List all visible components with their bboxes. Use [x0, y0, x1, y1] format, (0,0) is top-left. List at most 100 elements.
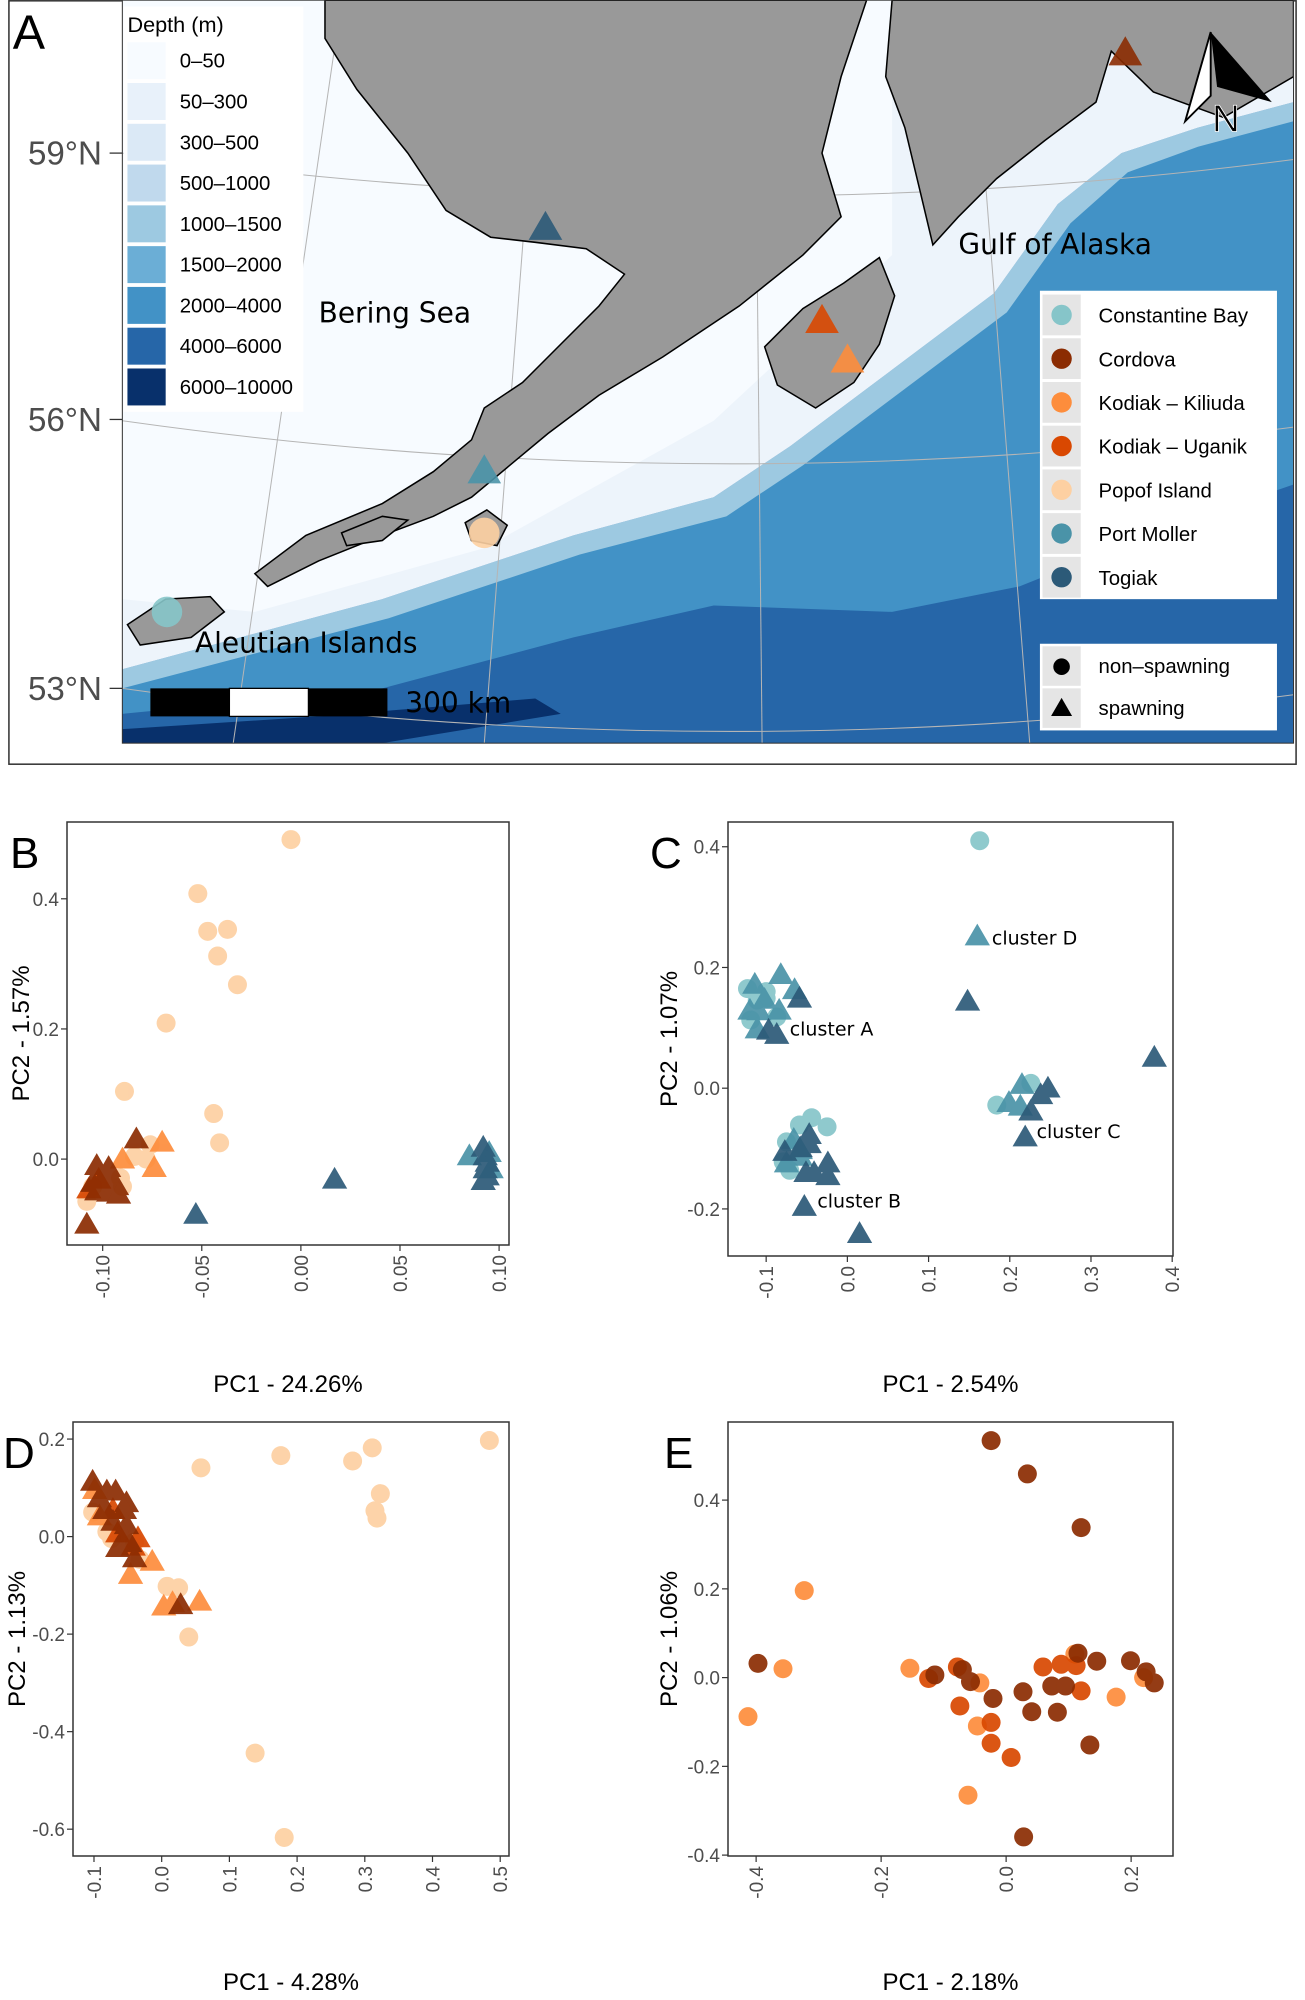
population-legend-label: Port Moller — [1099, 524, 1198, 546]
lat-label: 53°N — [28, 671, 102, 708]
depth-legend: Depth (m) 0–50 50–300 300–500 500–1000 1000–… — [123, 6, 304, 412]
cluster-label: cluster B — [817, 1190, 901, 1212]
y-axis-title: PC2 - 1.06% — [656, 1571, 683, 1707]
data-point-kodiak-kiliuda — [794, 1581, 814, 1601]
data-point-cordova — [981, 1431, 1001, 1451]
data-point-constantine-bay — [817, 1117, 837, 1137]
x-tick-label: 0.0 — [997, 1866, 1018, 1892]
data-point-cordova — [74, 1211, 100, 1234]
shape-legend: non–spawning spawning — [1039, 643, 1277, 731]
legend-triangle-icon — [1051, 697, 1073, 717]
x-tick-label: 0.2 — [1001, 1266, 1022, 1292]
map: A 59°N 56°N 53°N 165°W 160°W 155°W 150°W… — [8, 0, 1297, 765]
data-point-cordova — [1013, 1682, 1033, 1702]
data-point-cordova — [1017, 1464, 1037, 1484]
y-tick-label: 0.0 — [694, 1669, 720, 1690]
data-point-popof-island — [208, 946, 228, 966]
x-tick-label: 0.1 — [920, 1266, 941, 1292]
x-tick-label: 0.10 — [490, 1255, 511, 1292]
cluster-label: cluster C — [1037, 1121, 1121, 1143]
legend-togiak-circle-icon — [1051, 567, 1072, 588]
data-point-cordova — [1022, 1702, 1042, 1722]
data-point-togiak — [1141, 1044, 1167, 1067]
data-point-port-moller — [742, 971, 768, 994]
data-point-popof-island — [370, 1484, 390, 1504]
depth-swatch — [127, 83, 166, 120]
data-point-kodiak-uganik — [981, 1712, 1001, 1732]
data-point-popof-island — [367, 1508, 387, 1528]
depth-legend-label: 1500–2000 — [180, 255, 282, 277]
data-point-togiak — [470, 1168, 496, 1190]
data-point-cordova — [113, 1512, 140, 1535]
data-point-popof-island — [204, 1104, 224, 1124]
data-point-togiak — [954, 988, 981, 1011]
x-tick-label: 0.0 — [153, 1866, 174, 1892]
north-arrow-icon: N — [1183, 31, 1272, 141]
data-point-popof-island — [156, 1013, 176, 1033]
data-point-popof-island — [343, 1451, 363, 1471]
data-point-cordova — [983, 1688, 1003, 1708]
panel-label-a: A — [13, 6, 46, 60]
data-point-port-moller — [768, 962, 794, 985]
data-point-kodiak-uganik — [950, 1696, 970, 1716]
series-kodiak-kiliuda — [109, 1129, 175, 1177]
data-point-kodiak-kiliuda — [738, 1707, 758, 1727]
data-point-popof-island — [218, 919, 238, 939]
plot-area — [66, 821, 510, 1246]
lon-ticks: 165°W 160°W 155°W 150°W — [183, 764, 1080, 765]
scale-bar-label: 300 km — [405, 687, 511, 720]
data-point-port-moller — [456, 1143, 483, 1166]
lat-ticks: 59°N 56°N 53°N — [28, 136, 123, 708]
x-tick-label: 0.2 — [1122, 1866, 1143, 1892]
cluster-label: cluster A — [790, 1018, 874, 1040]
x-tick-label: -0.1 — [85, 1866, 106, 1899]
y-tick-label: 0.2 — [694, 1580, 720, 1601]
data-point-cordova — [1071, 1518, 1091, 1538]
depth-swatch — [127, 42, 166, 80]
depth-swatch — [127, 164, 166, 202]
y-tick-label: 0.0 — [694, 1079, 720, 1100]
data-point-cordova — [1056, 1676, 1075, 1696]
panel-label-e: E — [664, 1429, 693, 1478]
y-tick-label: -0.2 — [687, 1757, 720, 1778]
depth-legend-label: 2000–4000 — [180, 295, 282, 317]
data-point-cordova — [79, 1468, 106, 1491]
data-point-port-moller — [773, 1150, 800, 1173]
data-point-kodiak-kiliuda — [1106, 1687, 1126, 1707]
x-tick-label: -0.2 — [872, 1866, 893, 1899]
data-point-cordova — [111, 1497, 138, 1520]
y-tick-label: 0.2 — [39, 1430, 65, 1451]
depth-swatch — [127, 286, 166, 324]
pca-panel-e: E -0.4 -0.2 0.0 0.2 -0.4 -0.2 0.0 0.2 0.4 PC1 - 2.… — [656, 1421, 1174, 1996]
data-point-constantine-bay — [970, 831, 990, 851]
region-label-aleutian-islands: Aleutian Islands — [195, 627, 417, 660]
data-point-kodiak-kiliuda — [958, 1785, 978, 1805]
data-point-port-moller — [746, 998, 772, 1021]
legend-popof-island-circle-icon — [1051, 479, 1072, 501]
map-site-popof-island-circle-icon — [468, 517, 500, 549]
data-point-cordova — [961, 1672, 980, 1692]
legend-kodiak-kiliuda-circle-icon — [1051, 392, 1072, 413]
y-tick-label: 0.2 — [694, 958, 720, 979]
region-label-bering-sea: Bering Sea — [319, 297, 471, 330]
pca-panel-c: C -0.1 0.0 0.1 0.2 0.3 0.4 -0.2 0.0 0.2 0.4 PC1 - 2… — [650, 821, 1184, 1398]
x-tick-label: 0.2 — [288, 1866, 309, 1892]
series-popof-island — [77, 830, 301, 1211]
data-point-port-moller — [1009, 1072, 1035, 1094]
data-point-cordova — [748, 1653, 768, 1673]
depth-swatch — [127, 246, 166, 284]
y-tick-label: -0.2 — [32, 1625, 65, 1646]
data-point-togiak — [786, 985, 813, 1008]
data-point-popof-island — [479, 1431, 499, 1451]
data-point-kodiak-uganik — [1051, 1654, 1071, 1674]
data-point-cordova — [1047, 1702, 1067, 1722]
data-point-cordova — [93, 1160, 120, 1183]
x-tick-label: -0.4 — [747, 1866, 768, 1899]
series-cordova — [79, 1468, 194, 1615]
data-point-cordova — [103, 1478, 129, 1501]
cluster-label: cluster D — [992, 927, 1077, 949]
data-point-cordova — [1080, 1735, 1100, 1755]
data-point-kodiak-uganik — [1033, 1657, 1053, 1677]
pca-panels: B -0.10 -0.05 0.00 0.05 0.10 0.0 0.2 0.4 PC1 - 24… — [3, 821, 1184, 1996]
